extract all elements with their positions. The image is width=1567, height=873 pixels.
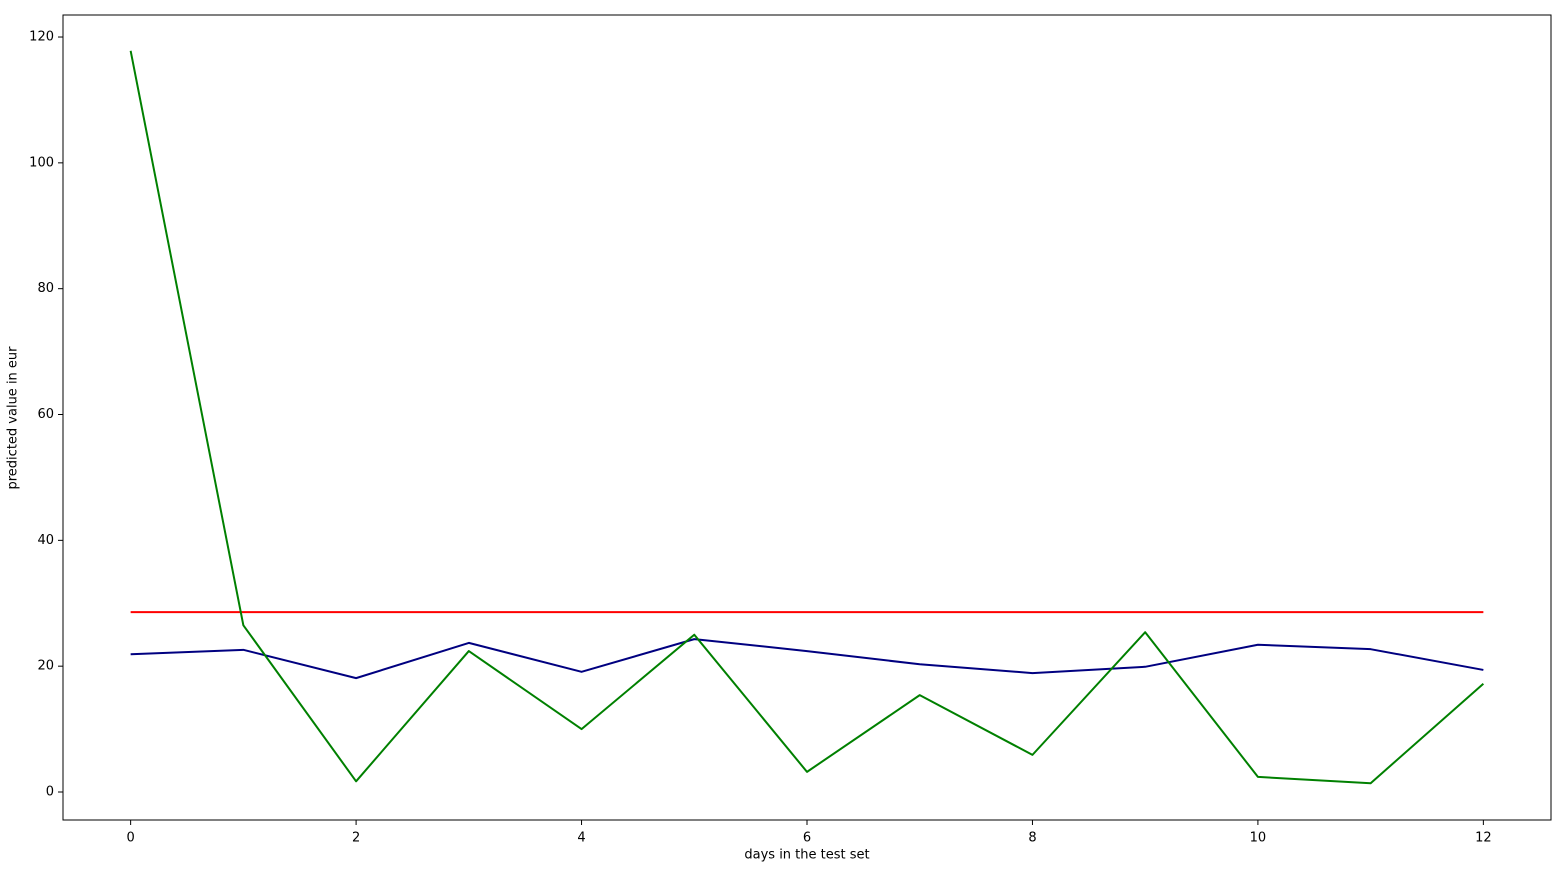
x-axis-label: days in the test set	[744, 848, 869, 863]
y-tick-label: 60	[37, 407, 54, 422]
plot-frame	[62, 14, 1552, 821]
y-tick-label: 120	[29, 30, 54, 45]
y-axis-label: predicted value in eur	[6, 346, 21, 490]
x-tick-label: 0	[126, 831, 134, 846]
x-tick-label: 6	[803, 831, 811, 846]
y-tick-label: 40	[37, 533, 54, 548]
x-tick-label: 2	[352, 831, 360, 846]
y-tick-label: 20	[37, 659, 54, 674]
series-line	[130, 638, 1484, 680]
y-tick-label: 0	[46, 785, 54, 800]
series-line	[129, 50, 1485, 785]
x-tick-label: 8	[1028, 831, 1036, 846]
x-tick-label: 4	[577, 831, 585, 846]
x-tick-label: 12	[1475, 831, 1492, 846]
x-tick-label: 10	[1250, 831, 1267, 846]
y-tick-label: 100	[29, 155, 54, 170]
y-tick-label: 80	[37, 281, 54, 296]
